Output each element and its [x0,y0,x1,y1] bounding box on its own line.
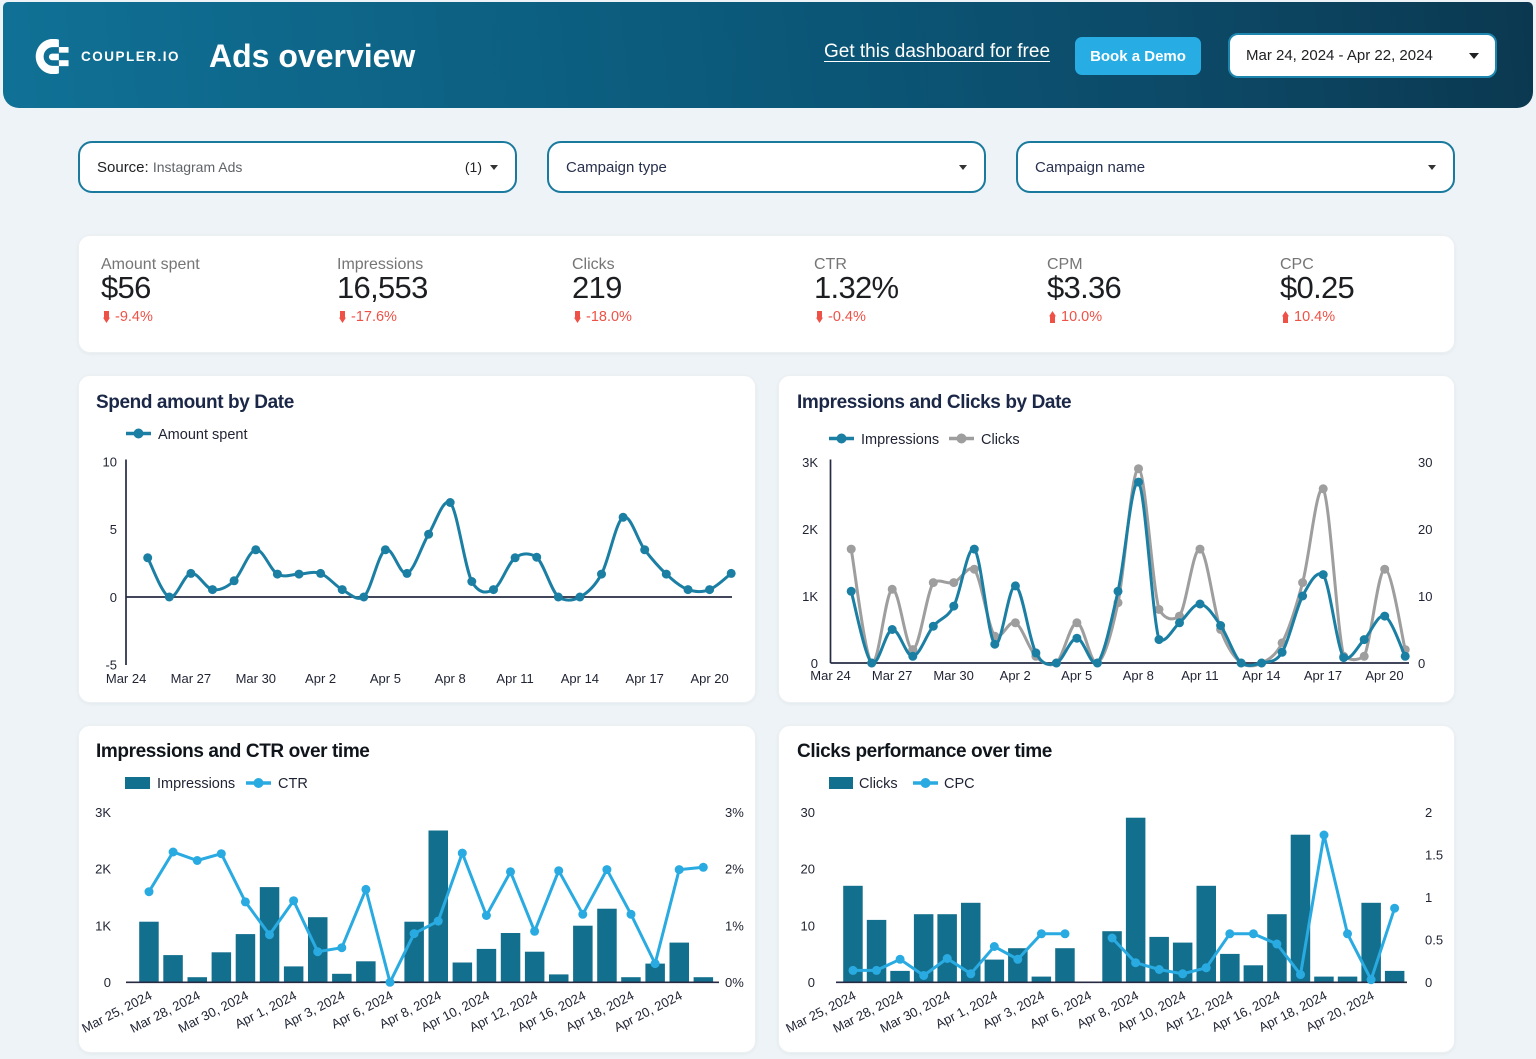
svg-text:3%: 3% [725,805,744,820]
svg-text:Spend amount by Date: Spend amount by Date [96,392,294,413]
svg-text:Apr 17: Apr 17 [1304,668,1342,683]
svg-text:Apr 17: Apr 17 [626,671,664,686]
svg-text:2K: 2K [95,862,111,877]
svg-text:Apr 20: Apr 20 [1365,668,1403,683]
svg-text:Apr 20: Apr 20 [690,671,728,686]
svg-text:0: 0 [1418,656,1425,671]
svg-text:Apr 5: Apr 5 [370,671,401,686]
svg-text:Impressions and Clicks by Date: Impressions and Clicks by Date [797,392,1071,413]
svg-text:1K: 1K [802,589,818,604]
svg-text:1: 1 [1425,890,1432,905]
svg-text:0.5: 0.5 [1425,933,1443,948]
svg-text:Clicks: Clicks [981,432,1020,448]
svg-text:Apr 2: Apr 2 [1000,668,1031,683]
svg-text:Clicks performance over time: Clicks performance over time [797,741,1052,762]
svg-text:3K: 3K [802,455,818,470]
svg-text:Mar 24: Mar 24 [106,671,146,686]
svg-text:0: 0 [811,656,818,671]
svg-text:1%: 1% [725,918,744,933]
svg-text:10: 10 [1418,589,1432,604]
svg-text:1.5: 1.5 [1425,848,1443,863]
svg-text:Impressions and CTR over time: Impressions and CTR over time [96,741,369,762]
svg-text:Mar 30: Mar 30 [236,671,276,686]
svg-text:Mar 27: Mar 27 [171,671,211,686]
svg-text:0: 0 [1425,975,1432,990]
svg-text:2%: 2% [725,862,744,877]
svg-text:Apr 2: Apr 2 [305,671,336,686]
svg-text:2K: 2K [802,522,818,537]
svg-text:Apr 5: Apr 5 [1061,668,1092,683]
svg-text:Apr 11: Apr 11 [1181,668,1218,683]
svg-text:2: 2 [1425,805,1432,820]
svg-text:20: 20 [801,862,815,877]
svg-text:Clicks: Clicks [859,776,898,792]
svg-text:10: 10 [801,918,815,933]
svg-text:Apr 11: Apr 11 [496,671,533,686]
svg-text:Mar 30: Mar 30 [933,668,973,683]
svg-text:Amount spent: Amount spent [158,427,247,443]
svg-text:1K: 1K [95,918,111,933]
svg-text:3K: 3K [95,805,111,820]
svg-text:Apr 8: Apr 8 [1123,668,1154,683]
svg-text:0: 0 [110,590,117,605]
svg-text:30: 30 [1418,455,1432,470]
svg-text:-5: -5 [105,658,117,673]
svg-text:CPC: CPC [944,776,975,792]
svg-text:Mar 24: Mar 24 [810,668,850,683]
svg-text:Apr 14: Apr 14 [1242,668,1280,683]
svg-text:Apr 8: Apr 8 [435,671,466,686]
svg-text:0: 0 [808,975,815,990]
svg-text:5: 5 [110,522,117,537]
svg-text:Apr 14: Apr 14 [561,671,599,686]
svg-text:10: 10 [103,455,117,470]
svg-text:30: 30 [801,805,815,820]
svg-text:0: 0 [104,975,111,990]
svg-text:CTR: CTR [278,776,308,792]
svg-text:0%: 0% [725,975,744,990]
svg-text:Impressions: Impressions [157,776,235,792]
svg-text:20: 20 [1418,522,1432,537]
svg-text:Impressions: Impressions [861,432,939,448]
svg-text:Mar 27: Mar 27 [872,668,912,683]
